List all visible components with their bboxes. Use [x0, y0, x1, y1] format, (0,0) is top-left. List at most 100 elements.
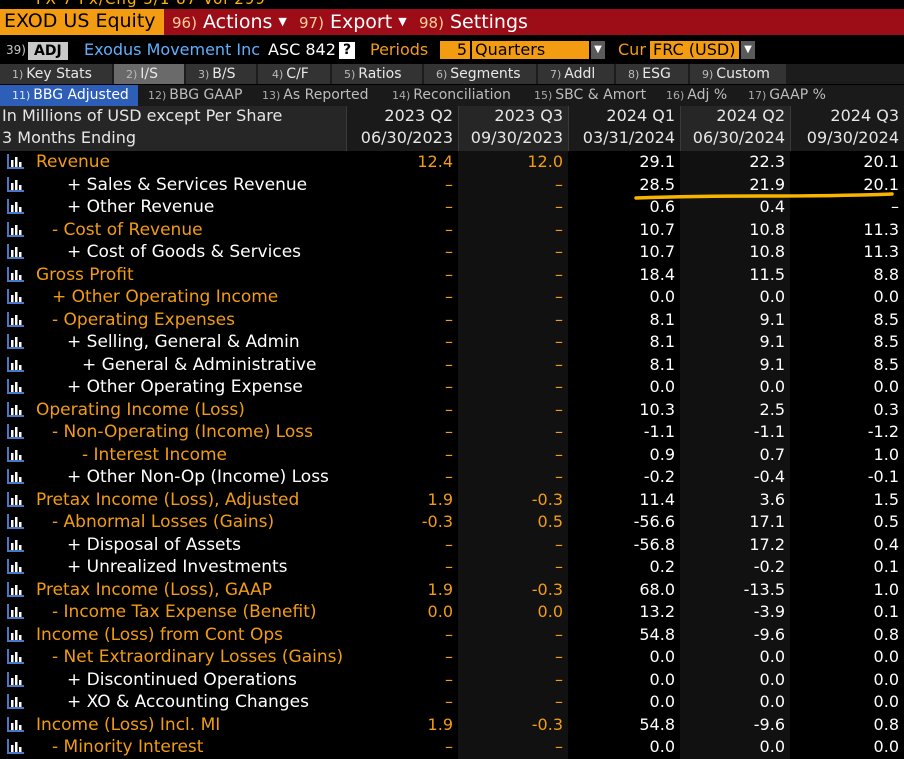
- tab-key-stats[interactable]: 1) Key Stats: [0, 64, 112, 84]
- table-cell[interactable]: 0.0: [649, 377, 675, 396]
- table-cell[interactable]: –: [555, 737, 563, 756]
- column-header-2023q2[interactable]: 2023 Q2 06/30/2023: [346, 106, 458, 151]
- table-cell[interactable]: -56.8: [633, 534, 675, 554]
- table-cell[interactable]: 8.1: [649, 354, 675, 374]
- tab-segments[interactable]: 6) Segments: [424, 64, 536, 84]
- table-cell[interactable]: -13.5: [743, 579, 785, 599]
- table-cell[interactable]: 22.3: [749, 152, 785, 171]
- bar-chart-icon[interactable]: [7, 424, 24, 439]
- table-cell[interactable]: 0.0: [649, 692, 675, 711]
- table-cell[interactable]: 0.1: [873, 557, 899, 576]
- table-cell[interactable]: –: [891, 197, 899, 216]
- table-cell[interactable]: -0.3: [531, 489, 563, 509]
- bar-chart-icon[interactable]: [7, 716, 24, 732]
- table-cell[interactable]: –: [555, 557, 563, 576]
- tab-reconciliation[interactable]: 14) Reconciliation: [392, 85, 522, 106]
- table-cell[interactable]: 17.1: [749, 512, 785, 531]
- table-cell[interactable]: 8.1: [649, 332, 675, 351]
- table-row[interactable]: Operating Income (Loss) – – 10.3 2.5 0.3: [0, 398, 904, 421]
- table-cell[interactable]: -0.3: [531, 714, 563, 734]
- bar-chart-icon[interactable]: [7, 581, 24, 597]
- table-cell[interactable]: 1.9: [427, 579, 453, 599]
- table-cell[interactable]: 12.4: [417, 152, 453, 171]
- table-cell[interactable]: 20.1: [863, 174, 899, 194]
- table-cell[interactable]: 0.4: [873, 534, 899, 554]
- chevron-down-icon[interactable]: ▼: [741, 41, 755, 59]
- table-row[interactable]: + Other Operating Income – – 0.0 0.0 0.0: [0, 286, 904, 309]
- table-cell[interactable]: –: [555, 309, 563, 329]
- table-cell[interactable]: -9.6: [753, 714, 785, 734]
- table-cell[interactable]: 2.5: [759, 399, 785, 419]
- table-cell[interactable]: 28.5: [639, 174, 675, 194]
- table-cell[interactable]: 10.8: [749, 219, 785, 239]
- bar-chart-icon[interactable]: [7, 446, 24, 462]
- bar-chart-icon[interactable]: [7, 199, 24, 214]
- bar-chart-icon[interactable]: [7, 626, 24, 642]
- bar-chart-icon[interactable]: [7, 334, 24, 349]
- table-cell[interactable]: –: [555, 647, 563, 666]
- tab-cash-flow[interactable]: 4) C/F: [258, 64, 330, 84]
- tab-income-statement[interactable]: 2) I/S: [114, 64, 184, 84]
- table-cell[interactable]: –: [445, 242, 453, 261]
- table-cell[interactable]: –: [555, 174, 563, 194]
- table-cell[interactable]: 8.8: [873, 264, 899, 284]
- table-cell[interactable]: 1.9: [427, 714, 453, 734]
- adj-button[interactable]: ADJ: [28, 42, 68, 60]
- table-cell[interactable]: 9.1: [759, 354, 785, 374]
- table-cell[interactable]: 0.0: [759, 647, 785, 666]
- table-cell[interactable]: 9.1: [759, 332, 785, 351]
- table-row[interactable]: + Disposal of Assets – – -56.8 17.2 0.4: [0, 533, 904, 556]
- tab-esg[interactable]: 8) ESG: [616, 64, 688, 84]
- table-cell[interactable]: –: [555, 354, 563, 374]
- table-cell[interactable]: 0.0: [759, 737, 785, 756]
- table-row[interactable]: Income (Loss) from Cont Ops – – 54.8 -9.6 0.8: [0, 623, 904, 646]
- table-row[interactable]: Income (Loss) Incl. MI 1.9 -0.3 54.8 -9.6 0.8: [0, 713, 904, 736]
- table-cell[interactable]: 21.9: [749, 174, 785, 194]
- table-row[interactable]: + Discontinued Operations – – 0.0 0.0 0.0: [0, 668, 904, 691]
- table-cell[interactable]: -0.2: [643, 467, 675, 486]
- table-cell[interactable]: 0.9: [649, 444, 675, 464]
- table-cell[interactable]: 17.2: [749, 534, 785, 554]
- tab-gaap-pct[interactable]: 17) GAAP %: [748, 85, 828, 106]
- tab-custom[interactable]: 9) Custom: [690, 64, 786, 84]
- table-row[interactable]: + Other Non-Op (Income) Loss – – -0.2 -0.4 -0…: [0, 466, 904, 489]
- table-cell[interactable]: 8.5: [873, 332, 899, 351]
- table-cell[interactable]: –: [445, 174, 453, 194]
- table-cell[interactable]: 8.1: [649, 309, 675, 329]
- currency-select[interactable]: FRC (USD): [650, 41, 739, 59]
- bar-chart-icon[interactable]: [7, 154, 24, 169]
- table-cell[interactable]: –: [445, 557, 453, 576]
- table-row[interactable]: Gross Profit – – 18.4 11.5 8.8: [0, 263, 904, 286]
- table-cell[interactable]: 0.0: [873, 737, 899, 756]
- table-cell[interactable]: 0.1: [873, 602, 899, 621]
- table-cell[interactable]: –: [555, 467, 563, 486]
- table-cell[interactable]: –: [555, 422, 563, 441]
- tab-balance-sheet[interactable]: 3) B/S: [186, 64, 256, 84]
- table-row[interactable]: - Cost of Revenue – – 10.7 10.8 11.3: [0, 218, 904, 241]
- table-cell[interactable]: 0.2: [649, 557, 675, 576]
- table-cell[interactable]: 11.4: [639, 489, 675, 509]
- bar-chart-icon[interactable]: [7, 671, 24, 687]
- table-row[interactable]: Revenue 12.4 12.0 29.1 22.3 20.1: [0, 151, 904, 174]
- table-cell[interactable]: 0.0: [759, 377, 785, 396]
- table-cell[interactable]: -0.1: [867, 467, 899, 486]
- table-cell[interactable]: –: [555, 264, 563, 284]
- table-cell[interactable]: –: [555, 287, 563, 306]
- bar-chart-icon[interactable]: [7, 469, 24, 484]
- bar-chart-icon[interactable]: [7, 244, 24, 259]
- bar-chart-icon[interactable]: [7, 266, 24, 282]
- bar-chart-icon[interactable]: [7, 289, 24, 304]
- column-header-2024q1[interactable]: 2024 Q1 03/31/2024: [568, 106, 680, 151]
- table-cell[interactable]: 0.0: [873, 287, 899, 306]
- tab-bbg-adjusted[interactable]: 11) BBG Adjusted: [0, 85, 138, 106]
- table-cell[interactable]: 0.0: [427, 602, 453, 621]
- table-cell[interactable]: –: [445, 647, 453, 666]
- table-cell[interactable]: 9.1: [759, 309, 785, 329]
- table-cell[interactable]: 18.4: [639, 264, 675, 284]
- table-cell[interactable]: 11.3: [863, 242, 899, 261]
- table-cell[interactable]: 20.1: [863, 152, 899, 171]
- table-cell[interactable]: 0.8: [873, 624, 899, 644]
- table-cell[interactable]: –: [445, 264, 453, 284]
- table-cell[interactable]: –: [445, 624, 453, 644]
- table-cell[interactable]: 0.0: [649, 647, 675, 666]
